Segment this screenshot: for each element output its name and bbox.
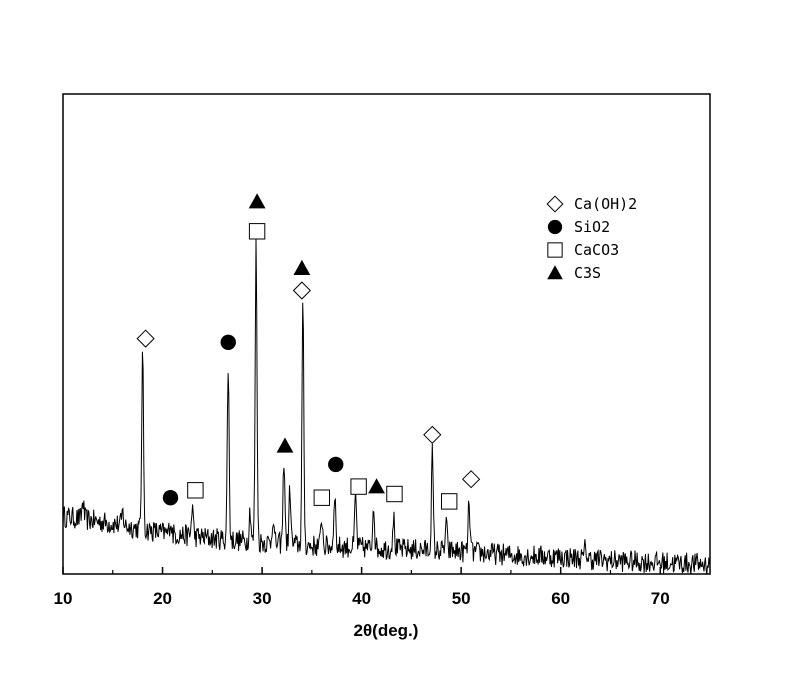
plot-frame [62, 93, 711, 575]
circle-marker [220, 334, 236, 350]
legend: Ca(OH)2 SiO2 CaCO3 C3S [546, 195, 637, 282]
x-tick-label: 70 [651, 589, 670, 608]
diamond-marker [292, 281, 311, 300]
x-tick-label: 60 [551, 589, 570, 608]
legend-label: SiO2 [574, 218, 610, 236]
x-tick-label: 20 [153, 589, 172, 608]
x-tick-label: 30 [253, 589, 272, 608]
diamond-marker [136, 329, 155, 348]
diamond-marker [546, 195, 564, 213]
xrd-trace-line [62, 237, 711, 575]
triangle-marker [293, 259, 311, 276]
circle-marker [328, 456, 344, 473]
x-tick-label: 40 [352, 589, 371, 608]
diamond-marker [462, 470, 481, 489]
square-marker [248, 223, 266, 240]
diamond-marker [423, 425, 442, 444]
triangle-marker [276, 437, 294, 453]
legend-label: CaCO3 [574, 241, 619, 259]
square-marker [350, 478, 367, 495]
circle-marker [162, 490, 179, 506]
peak-annotations [136, 193, 481, 510]
legend-label: C3S [574, 264, 601, 282]
trace-layer [62, 237, 711, 575]
x-axis-label: 2θ(deg.) [354, 621, 419, 640]
circle-marker [547, 219, 563, 235]
square-marker [441, 493, 458, 510]
square-marker [547, 242, 563, 258]
square-marker [313, 489, 331, 506]
x-tick-label: 10 [54, 589, 73, 608]
triangle-marker [248, 193, 266, 209]
square-marker [187, 482, 204, 499]
x-tick-label: 50 [452, 589, 471, 608]
x-axis-ticks: 10 20 30 40 50 60 70 [54, 567, 670, 608]
square-marker [386, 485, 403, 503]
triangle-marker [368, 478, 385, 494]
legend-label: Ca(OH)2 [574, 195, 637, 213]
triangle-marker [547, 265, 563, 280]
